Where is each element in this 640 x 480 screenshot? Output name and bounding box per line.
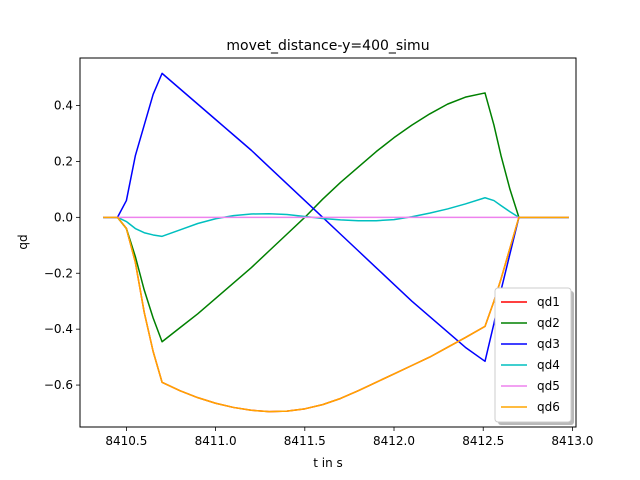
legend-label-qd4: qd4: [537, 358, 560, 372]
legend-label-qd3: qd3: [537, 337, 560, 351]
y-tick-label: −0.2: [44, 266, 73, 280]
y-tick-label: 0.0: [54, 210, 73, 224]
y-tick-label: 0.2: [54, 154, 73, 168]
plot-frame: [79, 57, 577, 428]
y-tick-label: −0.4: [44, 322, 73, 336]
x-tick-label: 8412.0: [373, 434, 415, 448]
x-axis-label: t in s: [313, 456, 343, 470]
legend-label-qd2: qd2: [537, 316, 560, 330]
x-axis-ticks: 8410.5 8411.0 8411.5 8412.0 8412.5 8413.0: [105, 427, 593, 448]
plot-area: [80, 58, 576, 427]
x-tick-label: 8413.0: [551, 434, 593, 448]
chart-title: movet_distance-y=400_simu: [226, 38, 429, 54]
legend: qd1 qd2 qd3 qd4 qd5 qd6: [494, 287, 574, 425]
y-tick-label: −0.6: [44, 378, 73, 392]
y-axis-label: qd: [16, 234, 30, 249]
legend-label-qd5: qd5: [537, 379, 560, 393]
series-layer: [103, 72, 569, 413]
y-tick-label: 0.4: [54, 99, 73, 113]
x-tick-label: 8410.5: [105, 434, 147, 448]
legend-box: [494, 287, 572, 423]
y-axis-ticks: −0.6 −0.4 −0.2 0.0 0.2 0.4: [44, 99, 80, 392]
x-tick-label: 8412.5: [462, 434, 504, 448]
legend-label-qd1: qd1: [537, 295, 560, 309]
series-line-qd6: [103, 216, 569, 413]
legend-label-qd6: qd6: [537, 400, 560, 414]
x-tick-label: 8411.0: [195, 434, 237, 448]
series-line-qd3: [103, 72, 569, 363]
x-tick-label: 8411.5: [284, 434, 326, 448]
